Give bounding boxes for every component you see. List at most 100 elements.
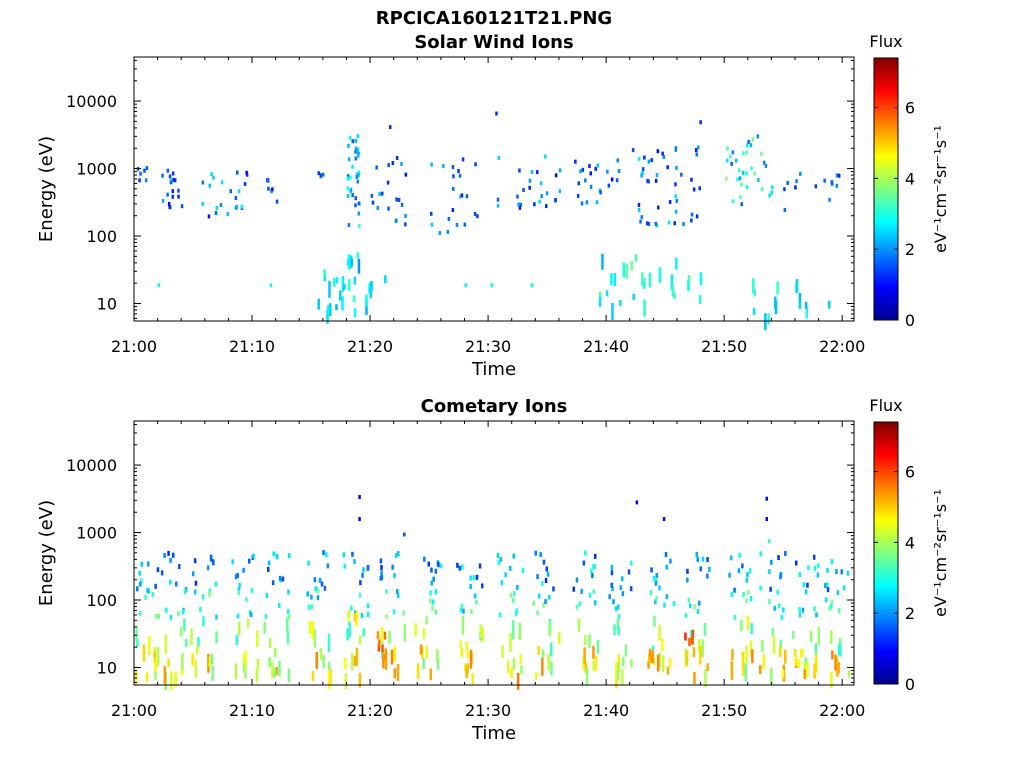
flux-pixel	[267, 566, 270, 572]
flux-pixel	[437, 562, 440, 568]
flux-pixel	[387, 163, 390, 168]
flux-pixel	[519, 202, 523, 207]
flux-pixel	[742, 170, 745, 175]
flux-pixel	[730, 161, 733, 166]
flux-pixel	[360, 612, 364, 618]
y-tick-label: 1000	[76, 524, 117, 543]
flux-pixel	[156, 646, 160, 666]
flux-pixel	[686, 568, 689, 574]
flux-pixel	[145, 672, 149, 682]
flux-pixel	[465, 194, 469, 199]
flux-pixel	[748, 568, 752, 573]
flux-pixel	[242, 654, 246, 669]
flux-pixel	[760, 151, 763, 156]
flux-pixel	[621, 576, 624, 582]
flux-pixel	[830, 599, 834, 605]
flux-pixel	[768, 599, 771, 604]
flux-pixel	[675, 198, 679, 203]
flux-pixel	[575, 604, 579, 610]
flux-pixel	[616, 604, 620, 610]
flux-pixel	[752, 307, 756, 315]
flux-pixel	[661, 151, 664, 156]
flux-pixel	[580, 588, 583, 594]
flux-pixel	[164, 634, 167, 654]
flux-pixel	[231, 559, 234, 565]
flux-pixel	[703, 622, 707, 636]
flux-pixel	[343, 563, 346, 569]
flux-pixel	[177, 194, 180, 199]
flux-pixel	[762, 654, 765, 670]
flux-pixel	[629, 586, 633, 592]
flux-pixel	[452, 174, 455, 179]
flux-pixel	[471, 673, 474, 685]
flux-pixel	[353, 559, 356, 564]
flux-pixel	[510, 667, 513, 679]
flux-pixel	[781, 669, 785, 679]
flux-pixel	[541, 580, 544, 586]
flux-pixel	[496, 552, 500, 558]
flux-pixel	[172, 552, 175, 558]
flux-pixel	[246, 618, 250, 628]
flux-pixel	[357, 201, 360, 206]
flux-pixel	[558, 168, 562, 173]
flux-pixel	[558, 632, 561, 645]
flux-pixel	[826, 587, 830, 593]
flux-pixel	[157, 613, 161, 619]
flux-pixel	[459, 640, 462, 649]
flux-pixel	[142, 644, 146, 662]
flux-pixel	[655, 595, 658, 601]
flux-pixel	[522, 188, 525, 192]
flux-pixel	[813, 606, 816, 612]
flux-pixel	[674, 147, 677, 152]
flux-pixel	[750, 166, 753, 171]
flux-pixel	[166, 192, 169, 197]
flux-pixel	[753, 171, 756, 176]
flux-pixel	[347, 157, 351, 162]
flux-pixel	[543, 154, 547, 159]
flux-pixel	[397, 198, 401, 202]
flux-pixel	[380, 565, 383, 570]
flux-pixel	[613, 273, 617, 286]
flux-pixel	[578, 601, 581, 607]
flux-pixel	[669, 558, 672, 564]
flux-pixel	[538, 199, 541, 204]
flux-pixel	[656, 654, 660, 672]
flux-pixel	[731, 199, 735, 204]
flux-pixel	[370, 281, 373, 291]
flux-pixel	[422, 628, 426, 640]
flux-pixel	[803, 667, 806, 680]
flux-pixel	[592, 588, 596, 594]
flux-pixel	[208, 588, 212, 594]
flux-pixel	[472, 575, 476, 581]
flux-pixel	[665, 594, 669, 600]
flux-pixel	[637, 207, 641, 212]
flux-pixel	[687, 597, 690, 603]
flux-pixel	[662, 517, 666, 521]
flux-pixel	[684, 612, 688, 618]
x-tick-label: 21:00	[111, 701, 157, 720]
flux-pixel	[215, 614, 218, 620]
flux-pixel	[199, 606, 202, 612]
flux-pixel	[835, 656, 839, 669]
flux-pixel	[647, 221, 651, 226]
flux-pixel	[666, 165, 669, 170]
flux-pixel	[800, 648, 804, 657]
flux-pixel	[349, 188, 352, 193]
flux-pixel	[181, 609, 185, 615]
flux-pixel	[354, 203, 357, 208]
flux-pixel	[588, 634, 591, 649]
flux-pixel	[699, 645, 702, 665]
flux-pixel	[616, 618, 620, 631]
flux-pixel	[286, 609, 290, 615]
flux-pixel	[737, 168, 741, 173]
flux-pixel	[366, 612, 370, 617]
flux-pixel	[385, 589, 388, 595]
flux-pixel	[154, 657, 157, 676]
flux-pixel	[209, 554, 213, 560]
flux-pixel	[696, 557, 699, 563]
flux-pixel	[357, 170, 361, 175]
flux-pixel	[349, 175, 352, 180]
flux-pixel	[323, 269, 326, 278]
flux-pixel	[475, 574, 479, 580]
flux-pixel	[355, 175, 358, 179]
